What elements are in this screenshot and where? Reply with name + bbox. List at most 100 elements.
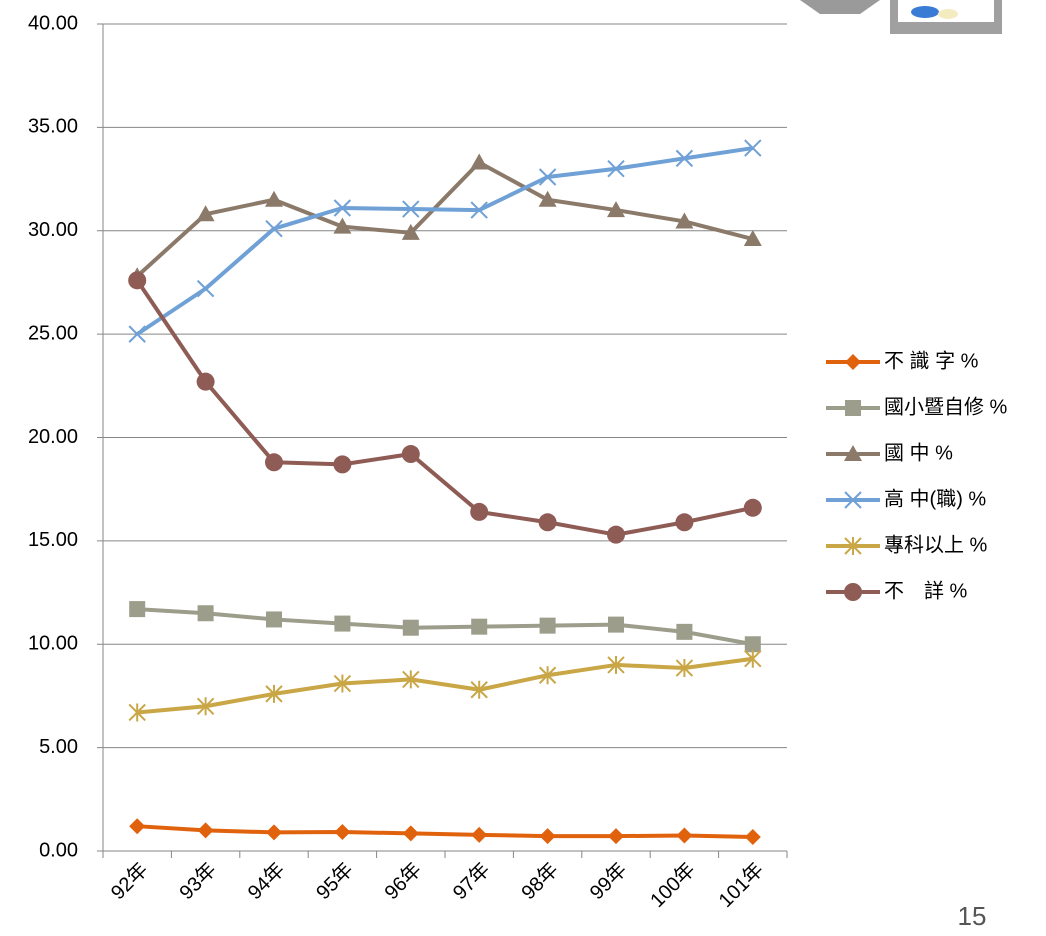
marker [608,828,624,845]
marker-shape [401,223,420,240]
x-tick-label: 96年 [380,858,426,904]
marker-shape [333,455,352,474]
marker [538,666,557,685]
marker-shape [607,160,625,178]
marker [196,697,215,716]
marker [333,674,352,693]
series-line [137,656,754,715]
marker-shape [538,190,557,207]
marker [402,825,419,842]
marker [401,223,420,240]
legend-label: 國小暨自修 % [884,395,1008,418]
marker-shape [470,153,489,170]
marker [607,655,625,674]
series-line [137,607,754,647]
x-tick-label: 95年 [312,858,358,904]
marker-shape [196,279,215,298]
marker [844,537,862,555]
marker-shape [539,828,556,845]
marker [539,828,556,845]
legend-item: 專科以上 % [826,533,988,556]
page-number: 15 [958,901,987,931]
series-line [136,146,754,336]
marker [845,400,861,416]
x-tick-label: 100年 [646,858,700,912]
marker-shape [845,400,861,416]
marker-shape [676,827,693,844]
marker-shape [538,513,557,532]
marker [333,199,352,217]
marker-shape [196,372,215,391]
decoration-icon [800,0,1002,34]
marker-shape [265,190,283,207]
marker [471,618,488,635]
marker-shape [129,601,146,618]
marker [266,824,282,841]
marker [470,153,489,170]
marker-shape [265,453,283,472]
marker [538,513,557,532]
marker-shape [402,619,419,636]
marker [197,822,214,839]
marker-shape [470,201,488,219]
marker-shape [676,623,693,640]
marker [402,670,420,689]
marker-shape [265,219,283,238]
series-line [135,279,754,537]
marker [844,445,862,461]
marker [266,611,282,628]
marker [744,636,761,653]
marker [844,491,862,509]
marker [538,190,557,207]
marker-shape [743,498,762,517]
legend-item: 高 中(職) % [826,487,986,510]
marker-shape [844,491,862,509]
marker-shape [675,149,694,168]
marker-shape [197,822,214,839]
marker [265,453,283,472]
x-tick-label: 99年 [585,858,631,904]
marker-shape [334,615,351,632]
x-tick-label: 101年 [714,858,768,912]
legend-item: 不 識 字 % [826,349,979,372]
marker [333,455,352,474]
marker-shape [844,583,862,601]
marker-shape [266,824,282,841]
legend-item: 國小暨自修 % [826,395,1008,418]
x-tick-label: 93年 [175,858,221,904]
marker [675,149,694,168]
marker-shape [266,611,282,628]
marker [401,445,420,464]
marker [265,684,283,703]
marker-shape [743,230,762,247]
legend-item: 不 詳 % [826,579,968,602]
y-tick-label: 40.00 [28,12,78,34]
marker-shape [402,825,419,842]
y-tick-label: 5.00 [39,736,78,758]
marker-shape [401,445,420,464]
y-tick-label: 25.00 [28,322,78,344]
marker [539,617,556,634]
y-tick-label: 30.00 [28,219,78,241]
x-tick-label: 94年 [243,858,289,904]
y-tick-label: 20.00 [28,426,78,448]
marker [196,205,215,222]
marker [743,498,762,517]
legend-label: 專科以上 % [884,533,988,556]
marker-shape [845,354,861,370]
marker [744,649,762,668]
marker [265,219,283,238]
marker-shape [402,200,420,218]
marker [470,502,489,521]
marker [128,703,146,722]
marker-shape [128,325,146,343]
y-tick-label: 15.00 [28,529,78,551]
marker-shape [538,168,557,186]
marker [743,230,762,247]
marker [675,212,694,229]
marker [402,200,420,218]
marker-shape [608,616,624,633]
marker [128,325,146,343]
marker [608,616,624,633]
y-tick-label: 35.00 [28,116,78,138]
